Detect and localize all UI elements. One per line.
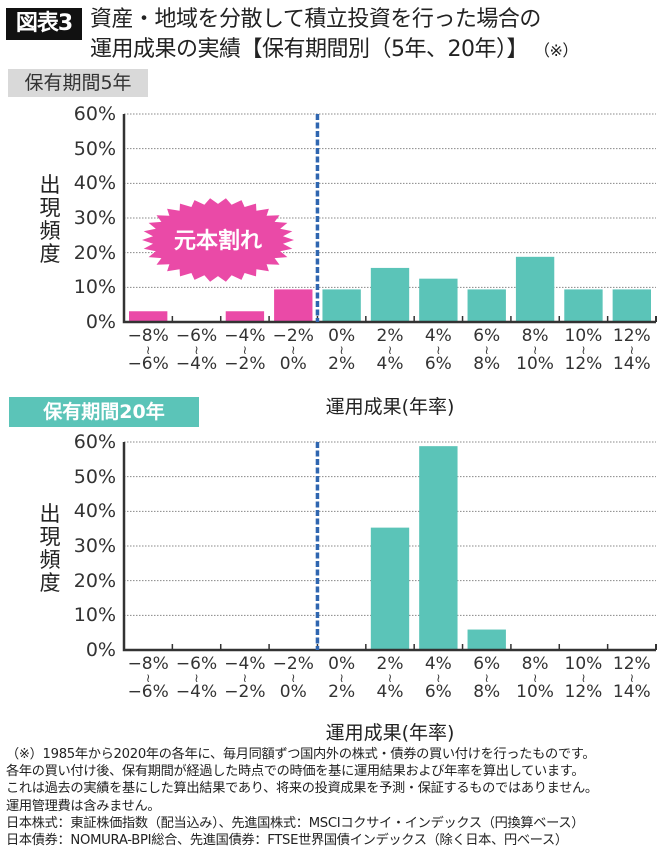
chart-svg: 元本割れ xyxy=(122,113,657,324)
y-tick-label: 60% xyxy=(73,103,116,125)
footnote-line: これは過去の実績を基にした算出結果であり、将来の投資成果を予測・保証するものでは… xyxy=(6,781,598,797)
x-tick-label: 8% ≀ 10% xyxy=(516,326,554,374)
x-tick-label: 2% ≀ 4% xyxy=(376,654,404,702)
x-tick-label: −2% ≀ 0% xyxy=(272,654,314,702)
y-axis-title-5yr: 出現頻度 xyxy=(39,173,61,266)
x-tick-label: 4% ≀ 6% xyxy=(424,326,452,374)
x-tick-label: 0% ≀ 2% xyxy=(328,326,356,374)
bar-10%~12% xyxy=(564,289,603,322)
bar-2%~4% xyxy=(370,527,410,650)
footnote-line: （※）1985年から2020年の各年に、毎月同額ずつ国内外の株式・債券の買い付け… xyxy=(6,747,596,762)
loss-callout-burst xyxy=(142,198,294,282)
axis-lines xyxy=(122,442,656,652)
x-axis-title-5yr: 運用成果(年率) xyxy=(325,396,455,418)
y-tick-label: 50% xyxy=(73,137,116,160)
y-tick-label: 10% xyxy=(73,276,116,299)
section-badge-20yr: 保有期間20年 xyxy=(9,397,199,427)
bar-8%~10% xyxy=(515,256,555,322)
bar-6%~8% xyxy=(467,289,506,322)
y-tick-label: 50% xyxy=(73,465,116,488)
x-tick-label: 10% ≀ 12% xyxy=(564,326,603,374)
title-text: 運用成果の実績【保有期間別（5年、20年）】 xyxy=(90,37,529,62)
bar-4%~6% xyxy=(419,278,458,322)
section-badge-5yr: 保有期間5年 xyxy=(8,69,148,97)
figure-label: 図表3 xyxy=(6,8,82,40)
footnote-line: 日本債券：NOMURA-BPI総合、先進国債券：FTSE世界国債インデックス（除… xyxy=(6,833,568,849)
y-axis-title-20yr: 出現頻度 xyxy=(39,502,61,595)
footnotes: （※）1985年から2020年の各年に、毎月同額ずつ国内外の株式・債券の買い付け… xyxy=(6,746,670,849)
bar--2%~0% xyxy=(274,289,313,322)
chart-5yr: 元本割れ 60% 50% 40% 30% 20% 10% 0% −8% ≀ −6% −6% ≀ −4% −4… xyxy=(0,0,670,420)
footnote-line: 各年の買い付け後、保有期間が経過した時点での時価を基に運用結果および年率を算出し… xyxy=(6,764,585,780)
bar--4%~-2% xyxy=(225,311,265,322)
x-tick-label: 8% ≀ 10% xyxy=(516,654,554,702)
y-tick-label: 0% xyxy=(85,639,116,661)
x-tick-label: −8% ≀ −6% xyxy=(127,326,169,374)
x-tick-label: −6% ≀ −4% xyxy=(175,326,218,374)
x-tick-label: 6% ≀ 8% xyxy=(473,326,501,374)
x-tick-label: −8% ≀ −6% xyxy=(127,654,169,702)
x-tick-label: 0% ≀ 2% xyxy=(328,654,356,702)
x-tick-label: 10% ≀ 12% xyxy=(564,654,603,702)
loss-callout-label: 元本割れ xyxy=(174,228,262,254)
chart-title-line1: 資産・地域を分散して積立投資を行った場合の xyxy=(90,7,541,32)
x-tick-label: 4% ≀ 6% xyxy=(424,654,452,702)
bar-4%~6% xyxy=(419,446,458,650)
x-axis-title-20yr: 運用成果(年率) xyxy=(325,722,455,744)
bar-0%~2% xyxy=(322,289,361,322)
x-tick-label: 2% ≀ 4% xyxy=(376,326,404,374)
x-tick-label: −4% ≀ −2% xyxy=(224,326,266,374)
x-tick-label: 12% ≀ 14% xyxy=(612,326,651,374)
chart-title-line2: 運用成果の実績【保有期間別（5年、20年）】 （※） xyxy=(90,36,578,65)
x-tick-label: −4% ≀ −2% xyxy=(224,654,266,702)
y-tick-label: 40% xyxy=(73,500,116,523)
y-tick-label: 10% xyxy=(73,604,116,627)
y-tick-label: 30% xyxy=(73,207,116,229)
x-tick-label: −2% ≀ 0% xyxy=(272,326,314,374)
x-tick-label: 12% ≀ 14% xyxy=(612,654,651,702)
bar--8%~-6% xyxy=(129,311,168,322)
x-tick-label: −6% ≀ −4% xyxy=(175,654,218,702)
y-tick-label: 20% xyxy=(73,241,116,264)
x-tick-label: 6% ≀ 8% xyxy=(473,654,501,702)
bar-12%~14% xyxy=(612,289,651,322)
bar-6%~8% xyxy=(467,629,506,650)
footnote-line: 運用管理費は含みません。 xyxy=(6,798,161,814)
y-tick-label: 0% xyxy=(85,311,116,333)
y-tick-label: 40% xyxy=(73,172,116,195)
axis-lines xyxy=(122,114,656,324)
bar-2%~4% xyxy=(370,267,410,322)
y-tick-label: 20% xyxy=(73,569,116,592)
chart-svg xyxy=(122,441,657,652)
chart-20yr: 60% 50% 40% 30% 20% 10% 0% −8% ≀ −6% −6% ≀ −4% −4% ≀ −2… xyxy=(73,431,657,702)
y-tick-label: 60% xyxy=(73,431,116,453)
y-tick-label: 30% xyxy=(73,535,116,557)
title-note: （※） xyxy=(542,41,578,60)
footnote-line: 日本株式：東証株価指数（配当込み）、先進国株式：MSCIコクサイ・インデックス（… xyxy=(6,815,585,831)
